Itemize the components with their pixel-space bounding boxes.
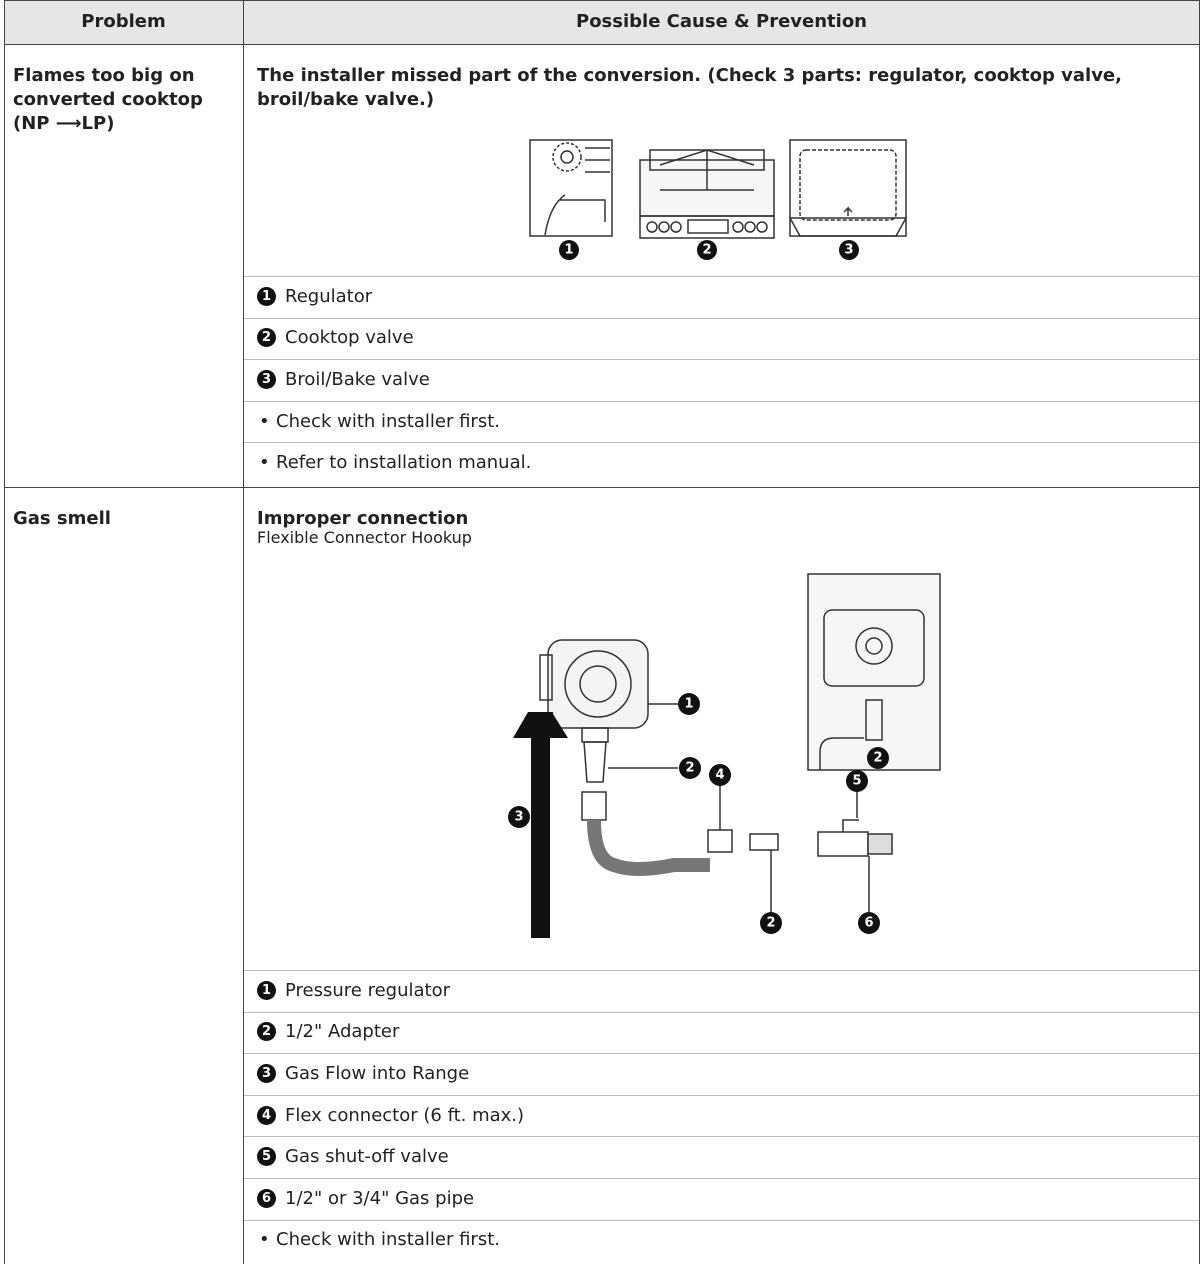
flow-arrow <box>513 712 568 938</box>
header-cause: Possible Cause & Prevention <box>576 11 867 32</box>
number-marker: 5 <box>257 1147 276 1167</box>
border <box>4 487 1199 488</box>
border <box>4 0 5 1264</box>
header-problem: Problem <box>81 11 166 32</box>
callout: 2 <box>766 916 775 931</box>
figure-1 <box>529 139 908 239</box>
separator <box>244 1136 1199 1138</box>
header-bg <box>4 0 1199 44</box>
callout: 2 <box>873 751 882 766</box>
separator <box>244 1094 1199 1096</box>
callout: 4 <box>715 768 724 783</box>
item-text: 1/2" Adapter <box>285 1021 400 1043</box>
item-text: Gas Flow into Range <box>285 1063 470 1084</box>
number-marker: 6 <box>257 1188 276 1208</box>
problem: Gas smell <box>13 508 111 529</box>
callout: 2 <box>685 761 694 776</box>
cause-subtitle: Flexible Connector Hookup <box>257 528 472 547</box>
separator <box>244 1011 1199 1013</box>
separator <box>244 400 1199 402</box>
number-marker: 2 <box>257 328 276 348</box>
border <box>4 0 1199 1</box>
item-text: Check with installer first. <box>276 410 500 432</box>
border <box>4 44 1199 45</box>
border <box>243 0 244 1264</box>
callout: 6 <box>864 916 873 931</box>
cause-title: The installer missed part of the convers… <box>257 65 1122 110</box>
callout: 1 <box>684 697 693 712</box>
separator <box>244 1053 1199 1055</box>
separator <box>244 1219 1199 1221</box>
problem: Flames too big on converted cooktop (NP … <box>13 65 203 134</box>
number-marker: 1 <box>257 286 276 306</box>
number-marker: 3 <box>257 1064 276 1083</box>
item-text: Gas shut-off valve <box>285 1146 449 1168</box>
number-marker: 4 <box>257 1105 276 1125</box>
separator <box>244 970 1199 971</box>
callout: 1 <box>564 243 573 258</box>
callout: 5 <box>852 774 861 789</box>
border <box>1199 0 1200 1264</box>
callout: 3 <box>514 810 523 825</box>
item-text: Broil/Bake valve <box>285 369 430 390</box>
item-text: Refer to installation manual. <box>276 452 532 474</box>
bullet: • <box>259 452 270 474</box>
number-marker: 3 <box>257 370 276 389</box>
bullet: • <box>259 410 270 432</box>
item-text: Pressure regulator <box>285 979 450 1001</box>
figure-2 <box>539 573 941 912</box>
item-text: Check with installer first. <box>276 1229 500 1251</box>
item-text: Regulator <box>285 285 373 307</box>
bullet: • <box>259 1229 270 1251</box>
callout: 3 <box>844 243 853 258</box>
callout: 2 <box>702 243 711 258</box>
figure-1-callouts: 1 2 3 <box>559 240 859 260</box>
separator <box>244 317 1199 319</box>
item-text: Flex connector (6 ft. max.) <box>285 1104 525 1126</box>
figure-2-callouts: 1 2 3 4 5 2 2 6 <box>508 693 889 934</box>
separator <box>244 359 1199 361</box>
item-text: 1/2" or 3/4" Gas pipe <box>285 1187 475 1209</box>
number-marker: 2 <box>257 1022 276 1042</box>
separator <box>244 276 1199 277</box>
number-marker: 1 <box>257 980 276 1000</box>
separator <box>244 1178 1199 1179</box>
cause-title: Improper connection <box>257 508 469 529</box>
item-text: Cooktop valve <box>285 327 414 349</box>
separator <box>244 442 1199 444</box>
